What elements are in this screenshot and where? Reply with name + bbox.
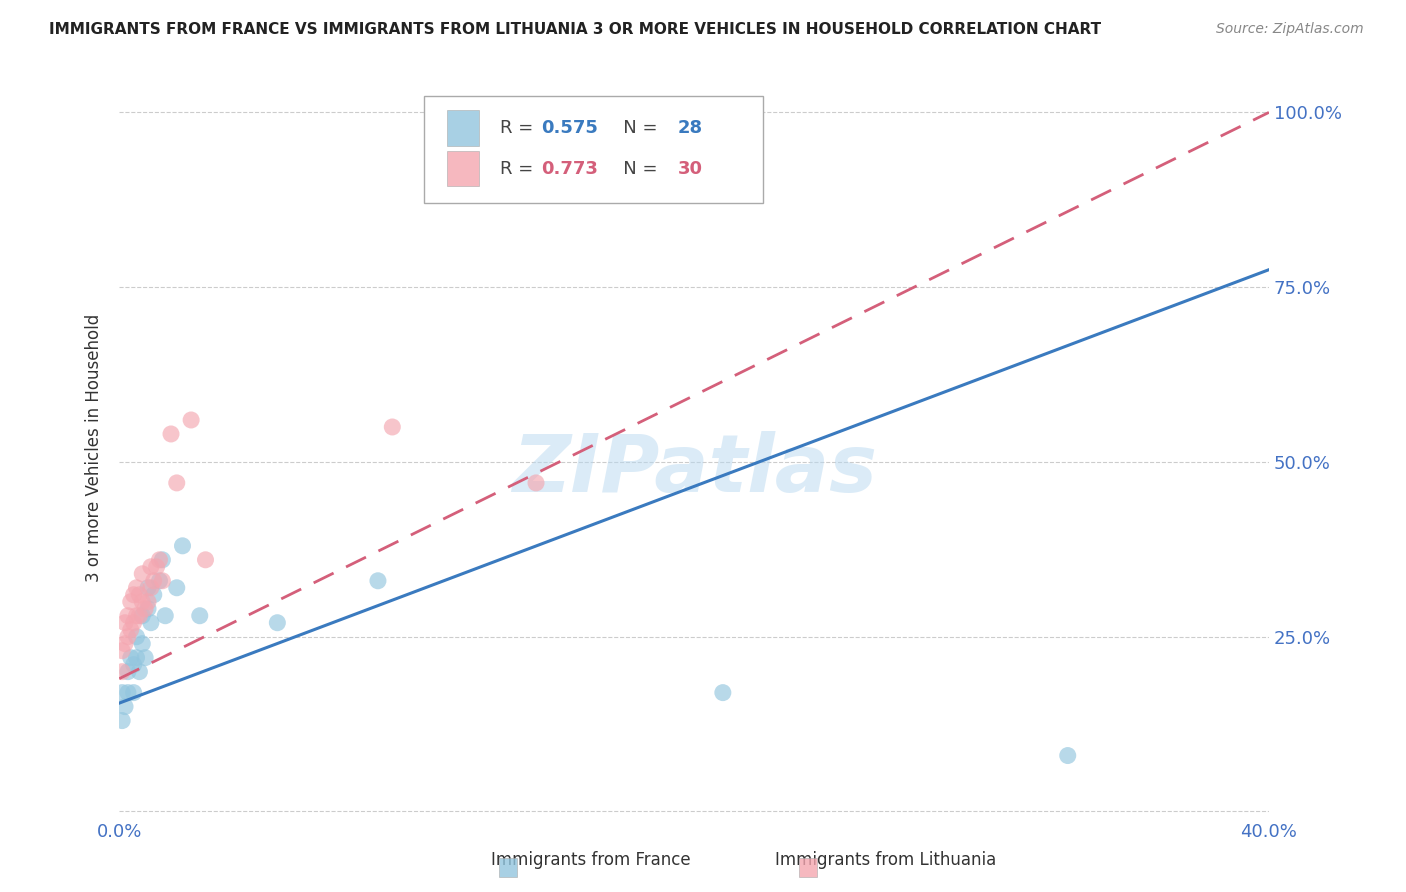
Point bbox=[131, 637, 153, 651]
Point bbox=[120, 623, 142, 637]
Point bbox=[155, 608, 177, 623]
Point bbox=[122, 657, 145, 672]
Point bbox=[381, 420, 404, 434]
Text: Source: ZipAtlas.com: Source: ZipAtlas.com bbox=[1216, 22, 1364, 37]
FancyBboxPatch shape bbox=[447, 151, 479, 186]
Point bbox=[711, 685, 734, 699]
Point bbox=[122, 615, 145, 630]
Point bbox=[166, 475, 188, 490]
Point bbox=[125, 581, 148, 595]
Point bbox=[128, 608, 150, 623]
Point bbox=[367, 574, 389, 588]
Text: ZIPatlas: ZIPatlas bbox=[512, 431, 876, 509]
Point bbox=[266, 615, 288, 630]
Point bbox=[166, 581, 188, 595]
Text: 0.575: 0.575 bbox=[541, 119, 598, 136]
FancyBboxPatch shape bbox=[447, 110, 479, 145]
Point bbox=[150, 553, 173, 567]
Point bbox=[128, 588, 150, 602]
Point bbox=[122, 685, 145, 699]
Text: 0.773: 0.773 bbox=[541, 160, 598, 178]
Point bbox=[125, 608, 148, 623]
Point bbox=[114, 615, 136, 630]
Text: Immigrants from France: Immigrants from France bbox=[491, 851, 690, 869]
Point bbox=[160, 427, 183, 442]
Point bbox=[134, 650, 156, 665]
FancyBboxPatch shape bbox=[425, 96, 763, 203]
Point bbox=[117, 608, 139, 623]
Point bbox=[120, 595, 142, 609]
Point bbox=[111, 643, 134, 657]
Text: 30: 30 bbox=[678, 160, 703, 178]
Point bbox=[172, 539, 194, 553]
Point bbox=[128, 665, 150, 679]
Text: 28: 28 bbox=[678, 119, 703, 136]
Point bbox=[139, 559, 162, 574]
Point bbox=[125, 630, 148, 644]
Point bbox=[131, 608, 153, 623]
Point bbox=[125, 650, 148, 665]
Point bbox=[139, 615, 162, 630]
Point bbox=[117, 685, 139, 699]
Text: Immigrants from Lithuania: Immigrants from Lithuania bbox=[775, 851, 997, 869]
Point bbox=[142, 574, 165, 588]
Point bbox=[111, 685, 134, 699]
Point bbox=[145, 559, 167, 574]
Point bbox=[139, 581, 162, 595]
Point bbox=[524, 475, 547, 490]
Point bbox=[148, 574, 170, 588]
Point bbox=[136, 595, 159, 609]
Point bbox=[180, 413, 202, 427]
Point bbox=[131, 595, 153, 609]
Text: N =: N = bbox=[606, 160, 662, 178]
Y-axis label: 3 or more Vehicles in Household: 3 or more Vehicles in Household bbox=[86, 314, 103, 582]
Point bbox=[120, 650, 142, 665]
Point bbox=[111, 665, 134, 679]
Point bbox=[117, 665, 139, 679]
Text: R =: R = bbox=[499, 160, 538, 178]
Point bbox=[114, 637, 136, 651]
Point bbox=[150, 574, 173, 588]
Point bbox=[117, 630, 139, 644]
Point bbox=[114, 699, 136, 714]
Point bbox=[194, 553, 217, 567]
Point bbox=[148, 553, 170, 567]
Point bbox=[188, 608, 211, 623]
Point bbox=[136, 601, 159, 615]
Point bbox=[122, 588, 145, 602]
Point bbox=[111, 714, 134, 728]
Text: IMMIGRANTS FROM FRANCE VS IMMIGRANTS FROM LITHUANIA 3 OR MORE VEHICLES IN HOUSEH: IMMIGRANTS FROM FRANCE VS IMMIGRANTS FRO… bbox=[49, 22, 1101, 37]
Point bbox=[136, 581, 159, 595]
Point bbox=[142, 588, 165, 602]
Text: N =: N = bbox=[606, 119, 662, 136]
Text: R =: R = bbox=[499, 119, 538, 136]
Point bbox=[131, 566, 153, 581]
Point bbox=[134, 601, 156, 615]
Point bbox=[1056, 748, 1078, 763]
